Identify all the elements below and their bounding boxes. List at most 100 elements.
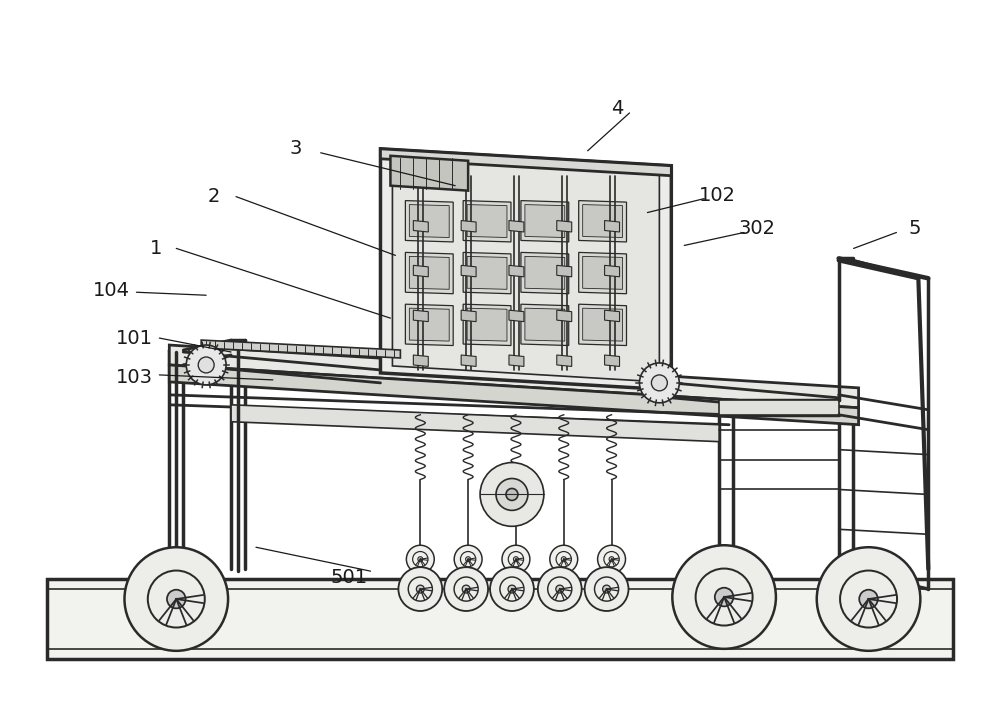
Text: 5: 5 xyxy=(908,219,921,238)
Polygon shape xyxy=(413,310,428,322)
Polygon shape xyxy=(525,204,565,238)
Circle shape xyxy=(500,577,524,601)
Circle shape xyxy=(444,567,488,611)
Polygon shape xyxy=(169,365,859,425)
Text: 501: 501 xyxy=(330,568,367,587)
Circle shape xyxy=(186,345,226,385)
Polygon shape xyxy=(413,355,428,366)
Polygon shape xyxy=(467,204,507,238)
Polygon shape xyxy=(719,400,839,415)
Polygon shape xyxy=(579,304,627,346)
Circle shape xyxy=(672,545,776,649)
Circle shape xyxy=(598,545,626,573)
Polygon shape xyxy=(392,159,659,382)
Polygon shape xyxy=(583,308,623,341)
Polygon shape xyxy=(521,201,569,242)
Polygon shape xyxy=(463,201,511,242)
Circle shape xyxy=(454,545,482,573)
Polygon shape xyxy=(583,204,623,238)
Circle shape xyxy=(585,567,628,611)
Polygon shape xyxy=(405,252,453,293)
Polygon shape xyxy=(405,304,453,346)
Circle shape xyxy=(556,551,571,567)
Polygon shape xyxy=(605,355,620,366)
Polygon shape xyxy=(463,304,511,346)
Polygon shape xyxy=(557,310,572,322)
Circle shape xyxy=(538,567,582,611)
Text: 4: 4 xyxy=(611,100,624,119)
Polygon shape xyxy=(521,304,569,346)
Text: 3: 3 xyxy=(290,139,302,158)
Circle shape xyxy=(595,577,619,601)
Polygon shape xyxy=(509,265,524,277)
Text: 104: 104 xyxy=(93,281,130,300)
Polygon shape xyxy=(201,340,400,358)
Circle shape xyxy=(460,551,476,567)
Text: 103: 103 xyxy=(116,368,153,387)
Circle shape xyxy=(480,462,544,526)
Circle shape xyxy=(496,479,528,510)
Circle shape xyxy=(604,551,619,567)
Polygon shape xyxy=(525,257,565,289)
Polygon shape xyxy=(463,252,511,293)
Circle shape xyxy=(398,567,442,611)
Circle shape xyxy=(508,551,524,567)
Circle shape xyxy=(454,577,478,601)
Polygon shape xyxy=(47,579,953,659)
Circle shape xyxy=(817,547,920,651)
Text: 101: 101 xyxy=(116,329,153,348)
Text: 1: 1 xyxy=(150,239,163,258)
Polygon shape xyxy=(461,265,476,277)
Polygon shape xyxy=(605,310,620,322)
Circle shape xyxy=(416,585,424,593)
Polygon shape xyxy=(390,156,468,191)
Circle shape xyxy=(548,577,572,601)
Polygon shape xyxy=(579,252,627,293)
Polygon shape xyxy=(409,257,449,289)
Circle shape xyxy=(408,577,432,601)
Polygon shape xyxy=(525,308,565,341)
Circle shape xyxy=(462,585,470,593)
Polygon shape xyxy=(509,310,524,322)
Polygon shape xyxy=(521,252,569,293)
Polygon shape xyxy=(409,204,449,238)
Polygon shape xyxy=(409,308,449,341)
Polygon shape xyxy=(467,257,507,289)
Circle shape xyxy=(198,357,214,373)
Circle shape xyxy=(413,551,428,567)
Polygon shape xyxy=(413,265,428,277)
Polygon shape xyxy=(509,355,524,366)
Circle shape xyxy=(603,585,611,593)
Circle shape xyxy=(513,556,518,561)
Polygon shape xyxy=(467,308,507,341)
Circle shape xyxy=(167,590,186,608)
Polygon shape xyxy=(605,265,620,277)
Circle shape xyxy=(124,547,228,651)
Circle shape xyxy=(639,363,679,403)
Polygon shape xyxy=(231,405,719,442)
Circle shape xyxy=(508,585,516,593)
Polygon shape xyxy=(557,265,572,277)
Polygon shape xyxy=(405,201,453,242)
Circle shape xyxy=(502,545,530,573)
Text: 302: 302 xyxy=(738,219,775,238)
Circle shape xyxy=(148,571,205,628)
Circle shape xyxy=(696,568,753,626)
Text: 2: 2 xyxy=(208,187,220,206)
Circle shape xyxy=(859,590,878,608)
Polygon shape xyxy=(557,221,572,232)
Text: 102: 102 xyxy=(699,186,736,205)
Polygon shape xyxy=(579,201,627,242)
Circle shape xyxy=(561,556,566,561)
Polygon shape xyxy=(583,257,623,289)
Circle shape xyxy=(840,571,897,628)
Circle shape xyxy=(550,545,578,573)
Polygon shape xyxy=(605,221,620,232)
Polygon shape xyxy=(557,355,572,366)
Polygon shape xyxy=(413,221,428,232)
Polygon shape xyxy=(461,310,476,322)
Polygon shape xyxy=(509,221,524,232)
Circle shape xyxy=(556,585,564,593)
Polygon shape xyxy=(380,148,671,176)
Polygon shape xyxy=(169,345,859,408)
